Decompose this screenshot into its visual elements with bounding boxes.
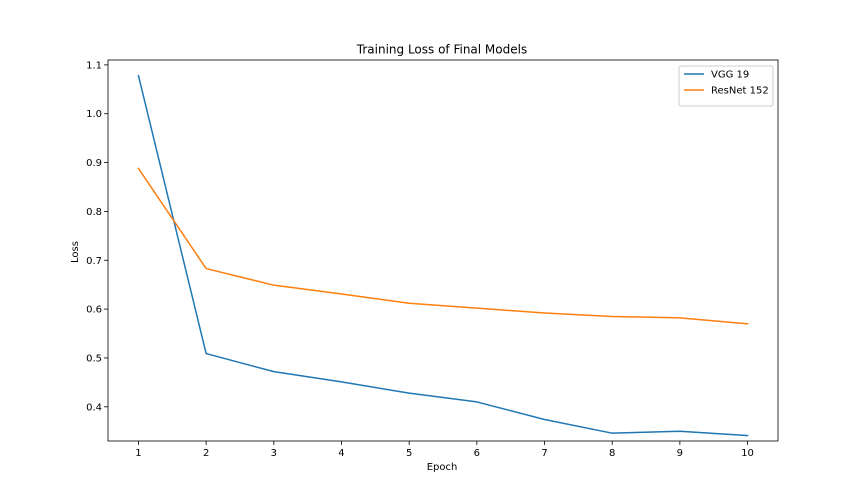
y-tick-label: 0.9 [86, 158, 102, 169]
x-tick-label: 10 [741, 448, 754, 459]
legend-label: ResNet 152 [711, 86, 769, 97]
y-tick-label: 0.5 [86, 353, 102, 364]
x-axis-title: Epoch [427, 462, 458, 473]
x-tick-label: 5 [406, 448, 412, 459]
chart-title: Training Loss of Final Models [356, 43, 527, 57]
x-tick-label: 6 [474, 448, 480, 459]
y-tick-label: 0.4 [86, 402, 102, 413]
legend: VGG 19 ResNet 152 [678, 65, 774, 107]
x-tick-label: 7 [541, 448, 547, 459]
plot-area [137, 74, 749, 437]
x-tick-label: 8 [609, 448, 615, 459]
x-tick-label: 9 [677, 448, 683, 459]
plot-frame [107, 59, 779, 442]
series-line-1 [137, 167, 749, 325]
y-tick-label: 0.6 [86, 305, 102, 316]
legend-label: VGG 19 [711, 70, 749, 81]
x-tick-label: 1 [135, 448, 141, 459]
y-tick-label: 0.7 [86, 256, 102, 267]
y-tick-label: 1.0 [86, 109, 102, 120]
y-axis-title: Loss [70, 241, 81, 263]
y-tick-label: 1.1 [86, 60, 102, 71]
series-line-0 [137, 74, 749, 437]
legend-frame [678, 65, 774, 107]
x-tick-label: 4 [338, 448, 344, 459]
x-tick-label: 2 [203, 448, 209, 459]
y-tick-label: 0.8 [86, 207, 102, 218]
x-tick-label: 3 [271, 448, 277, 459]
axes: 1 2 3 4 5 6 7 8 9 10 0.4 0.5 0.6 0.7 0.8 0.9 1.0 1.1 [86, 59, 779, 459]
